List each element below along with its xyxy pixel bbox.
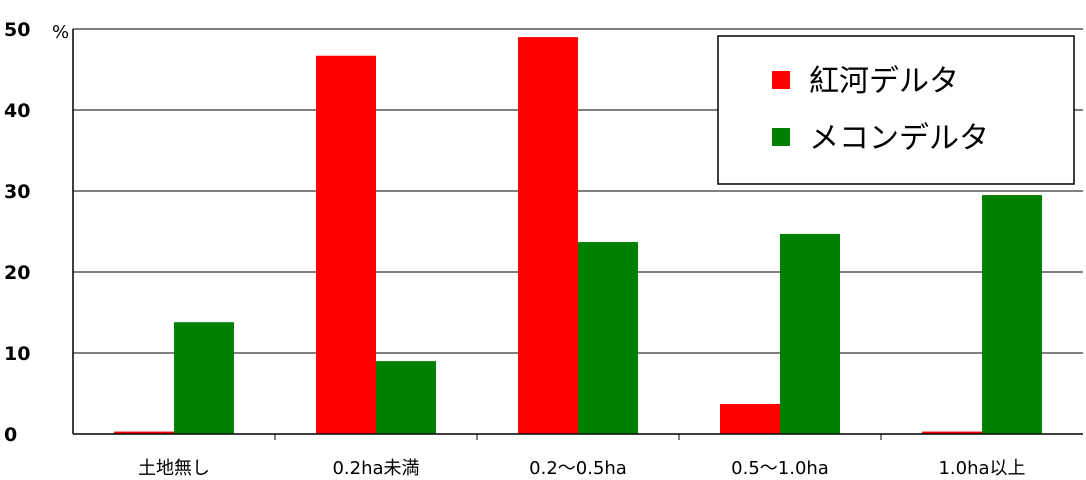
bar: [114, 431, 174, 434]
y-tick-label: 20: [4, 262, 30, 284]
bar: [174, 322, 234, 434]
x-category-labels: 土地無し 0.2ha未満 0.2～0.5ha 0.5～1.0ha 1.0ha以上: [138, 458, 1026, 479]
bar: [376, 361, 436, 434]
x-category-label: 0.2ha未満: [332, 458, 419, 479]
legend-swatch: [772, 128, 790, 146]
legend-label: 紅河デルタ: [809, 64, 959, 99]
x-category-label: 0.5～1.0ha: [731, 458, 829, 479]
bar: [720, 404, 780, 434]
x-category-label: 土地無し: [138, 458, 210, 479]
bar: [982, 195, 1042, 434]
axes: [72, 29, 1083, 440]
y-unit-label: %: [52, 22, 69, 43]
y-tick-label: 10: [4, 343, 30, 365]
y-tick-label: 50: [4, 19, 30, 41]
y-tick-labels: 0 10 20 30 40 50: [4, 19, 30, 446]
y-tick-label: 0: [4, 424, 17, 446]
bar: [780, 233, 840, 434]
bars: [114, 37, 1042, 434]
x-category-label: 0.2～0.5ha: [529, 458, 627, 479]
bar: [316, 55, 376, 434]
legend-label: メコンデルタ: [809, 121, 989, 156]
legend-box: [717, 35, 1075, 185]
bar: [922, 431, 982, 434]
bar: [578, 242, 638, 434]
y-tick-label: 40: [4, 100, 30, 122]
y-tick-label: 30: [4, 181, 30, 203]
x-category-label: 1.0ha以上: [938, 458, 1025, 479]
legend-swatch: [772, 71, 790, 89]
bar: [518, 37, 578, 434]
